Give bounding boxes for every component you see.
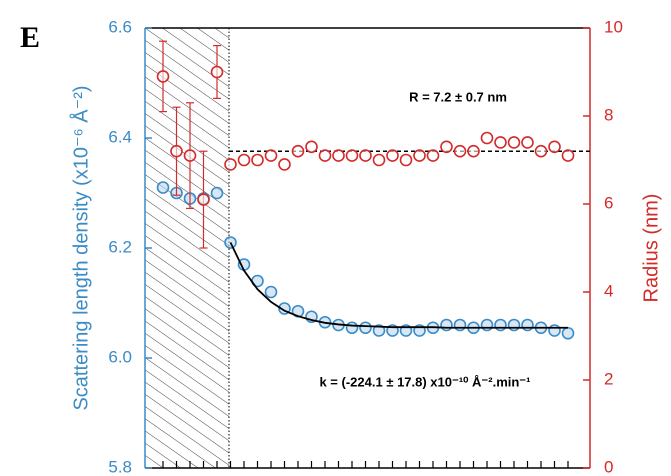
data-point xyxy=(278,158,291,171)
data-point xyxy=(548,140,561,154)
data-point xyxy=(480,318,494,332)
panel-label: E xyxy=(20,21,40,54)
y-tick-label: 6.2 xyxy=(108,237,132,256)
data-point xyxy=(440,140,453,154)
fit-line xyxy=(229,242,568,329)
y2-axis-label: Radius (nm) xyxy=(640,194,662,303)
data-point xyxy=(507,136,521,149)
data-point xyxy=(264,285,278,299)
data-point xyxy=(386,149,399,162)
y-tick-label: 6.6 xyxy=(108,17,132,36)
data-point xyxy=(548,324,561,337)
data-point xyxy=(305,140,318,154)
hatched-region xyxy=(145,28,229,468)
data-point xyxy=(359,149,372,162)
data-point xyxy=(318,149,332,162)
y2-tick-label: 10 xyxy=(604,17,623,36)
data-point xyxy=(426,149,440,162)
data-point xyxy=(224,158,237,171)
data-point xyxy=(210,65,224,79)
data-point xyxy=(237,153,251,167)
data-point xyxy=(291,144,305,158)
annotation: k = (-224.1 ± 17.8) x10⁻¹⁰ Å⁻².min⁻¹ xyxy=(319,374,530,389)
y-axis-label: Scattering length density (x10⁻⁶ Å⁻²) xyxy=(69,85,92,410)
y2-tick-label: 2 xyxy=(604,369,613,388)
data-point xyxy=(197,193,210,206)
data-point xyxy=(264,149,278,162)
data-point xyxy=(507,318,521,332)
data-point xyxy=(413,149,426,162)
y2-tick-label: 4 xyxy=(604,281,613,300)
annotation: R = 7.2 ± 0.7 nm xyxy=(409,89,507,104)
data-point xyxy=(156,70,170,83)
data-point xyxy=(521,136,534,149)
y-tick-label: 5.8 xyxy=(108,457,132,476)
data-point xyxy=(251,153,264,167)
data-point xyxy=(345,149,359,162)
y2-tick-label: 0 xyxy=(604,457,613,476)
data-point xyxy=(494,136,507,149)
y2-tick-label: 6 xyxy=(604,193,613,212)
data-point xyxy=(183,149,197,162)
data-point xyxy=(399,153,413,167)
data-point xyxy=(372,153,386,167)
y-tick-label: 6.4 xyxy=(108,127,132,146)
data-point xyxy=(440,318,453,332)
data-point xyxy=(372,324,386,337)
data-point xyxy=(156,181,170,194)
data-point xyxy=(534,144,548,158)
data-point xyxy=(332,149,345,162)
data-point xyxy=(480,131,494,145)
data-point xyxy=(561,326,575,340)
data-point xyxy=(494,318,507,332)
data-point xyxy=(345,321,359,335)
data-point xyxy=(359,321,372,335)
data-point xyxy=(210,186,224,200)
y-tick-label: 6.0 xyxy=(108,347,132,366)
data-point xyxy=(521,318,534,332)
data-point xyxy=(561,149,575,162)
data-point xyxy=(170,144,183,158)
y2-tick-label: 8 xyxy=(604,105,613,124)
data-point xyxy=(467,144,480,158)
data-point xyxy=(453,144,467,158)
data-point xyxy=(453,318,467,332)
